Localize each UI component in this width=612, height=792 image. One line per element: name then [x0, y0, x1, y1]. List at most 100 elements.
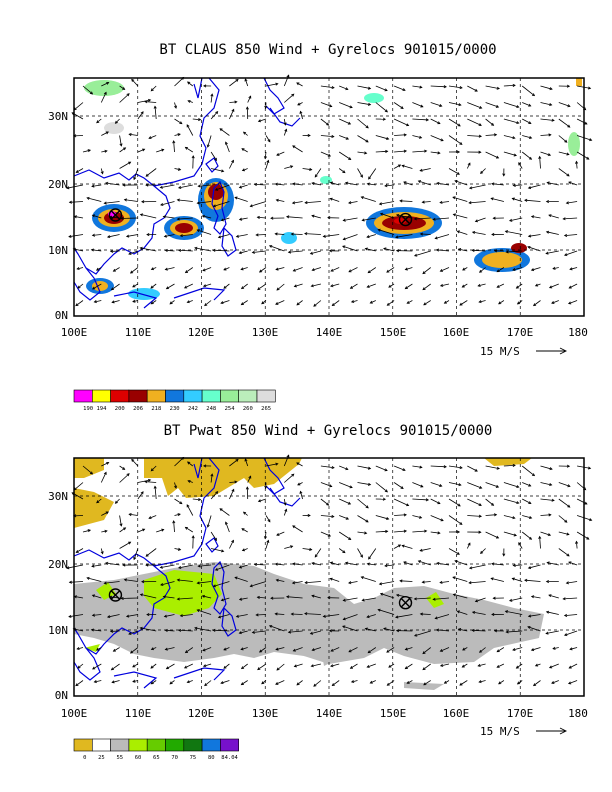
wind-arrow	[512, 183, 523, 187]
wind-arrow	[196, 609, 212, 615]
wind-arrow	[576, 151, 590, 160]
wind-arrow	[485, 465, 500, 470]
colorbar-label: 230	[170, 406, 180, 412]
gyre-marker	[108, 588, 123, 602]
wind-arrow	[242, 131, 248, 136]
wind-arrow	[512, 563, 523, 567]
wind-arrow	[210, 93, 214, 103]
wind-arrow	[471, 610, 486, 615]
wind-arrow	[314, 168, 322, 178]
wind-arrow	[478, 267, 486, 273]
wind-arrow	[515, 283, 523, 289]
wind-arrow	[322, 234, 340, 238]
wind-arrow	[439, 663, 450, 667]
wind-arrow	[490, 577, 504, 582]
wind-arrow	[546, 561, 559, 566]
wind-arrow	[320, 102, 333, 108]
wind-arrow	[401, 164, 413, 169]
wind-arrow	[467, 85, 478, 92]
colorbar-label: 0	[83, 755, 86, 761]
wind-arrow	[275, 680, 285, 685]
wind-arrow	[263, 151, 267, 160]
wind-arrow	[576, 531, 590, 540]
panel2-y-axis: 0N 10N 20N 30N	[48, 490, 68, 702]
wind-arrow	[457, 628, 468, 632]
wind-arrow	[265, 159, 270, 169]
wind-arrow	[349, 283, 358, 289]
wind-arrow	[68, 580, 84, 584]
wind-arrow	[492, 596, 504, 600]
wind-arrow	[105, 561, 120, 566]
wind-arrow	[430, 118, 441, 125]
wind-arrow	[210, 531, 217, 542]
wind-arrow	[379, 212, 395, 219]
wind-arrow	[448, 498, 461, 507]
wind-arrow	[194, 246, 212, 252]
wind-arrow	[274, 182, 285, 186]
wind-arrow	[191, 535, 195, 549]
wind-arrow	[234, 576, 248, 582]
wind-arrow	[462, 647, 468, 651]
wind-arrow	[394, 149, 408, 153]
wind-arrow	[386, 267, 395, 273]
wind-arrow	[338, 151, 352, 160]
panel1-colorbar: 190 194 200 206 218 230 242 248 254 260 265	[73, 389, 276, 412]
wind-arrow	[503, 515, 516, 520]
wind-arrow	[339, 482, 353, 489]
wind-arrow	[106, 614, 120, 619]
panel2-colorbar: 0 25 55 60 65 70 75 80 84.04	[73, 738, 239, 761]
wind-arrow	[156, 528, 165, 533]
wind-arrow	[338, 548, 346, 554]
wind-arrow	[214, 564, 230, 571]
wind-arrow	[412, 135, 423, 139]
wind-arrow	[339, 135, 350, 140]
wind-arrow	[439, 580, 450, 584]
wind-arrow	[522, 515, 533, 519]
wind-arrow	[329, 561, 340, 566]
wind-arrow	[412, 118, 430, 122]
wind-arrow	[120, 596, 138, 600]
wind-arrow	[105, 181, 120, 186]
wind-arrow	[265, 462, 279, 467]
wind-arrow	[369, 680, 376, 684]
wind-arrow	[386, 647, 395, 653]
wind-arrow	[238, 630, 248, 635]
panel1-xtick: 120E	[188, 326, 215, 339]
wind-arrow	[145, 183, 157, 187]
wind-arrow	[204, 300, 212, 307]
wind-arrow	[139, 246, 157, 252]
wind-arrow	[386, 680, 395, 686]
wind-arrow	[320, 85, 335, 90]
wind-arrow	[292, 525, 303, 533]
wind-arrow	[452, 593, 468, 599]
wind-arrow	[412, 498, 430, 502]
wind-arrow	[532, 300, 541, 307]
wind-arrow	[357, 118, 369, 129]
panel2-ytick: 20N	[48, 558, 68, 571]
wind-arrow	[284, 473, 295, 483]
wind-arrow	[82, 85, 94, 95]
wind-arrow	[538, 535, 542, 549]
wind-arrow	[132, 283, 139, 288]
wind-arrow	[196, 201, 212, 205]
wind-arrow	[540, 133, 552, 137]
wind-arrow	[459, 300, 468, 306]
wind-arrow	[364, 247, 376, 252]
wind-arrow	[129, 647, 139, 654]
wind-arrow	[203, 464, 212, 468]
wind-arrow	[90, 248, 102, 252]
wind-arrow	[77, 663, 84, 669]
colorbar-swatch	[146, 389, 166, 403]
wind-arrow	[284, 165, 294, 169]
panel2-gyre-markers	[108, 588, 413, 610]
wind-arrow	[153, 485, 157, 500]
wind-arrow	[503, 482, 520, 489]
colorbar-swatch	[183, 389, 203, 403]
wind-arrow	[68, 200, 84, 204]
wind-arrow	[112, 647, 120, 652]
wind-arrow	[348, 267, 358, 273]
wind-arrow	[150, 85, 157, 92]
panel2-reference-vector: 15 M/S	[480, 725, 568, 738]
wind-arrow	[251, 630, 267, 634]
wind-arrow	[304, 232, 321, 236]
